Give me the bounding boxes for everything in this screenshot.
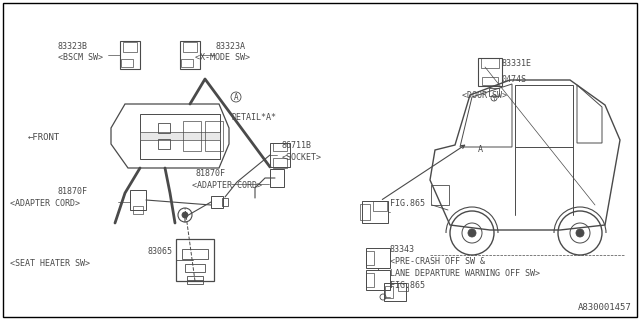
- Text: 86711B: 86711B: [282, 141, 312, 150]
- Bar: [360, 204, 370, 220]
- Bar: [205, 121, 223, 151]
- Text: <X-MODE SW>: <X-MODE SW>: [195, 53, 250, 62]
- Bar: [130, 190, 146, 210]
- Bar: [184, 264, 205, 272]
- Text: 81870F: 81870F: [196, 169, 226, 178]
- Bar: [398, 283, 408, 291]
- Bar: [121, 59, 133, 67]
- Text: FIG.865: FIG.865: [390, 199, 425, 208]
- Text: 81870F: 81870F: [58, 187, 88, 196]
- Bar: [182, 249, 208, 259]
- Bar: [489, 88, 499, 96]
- Text: 83343: 83343: [390, 245, 415, 254]
- Text: <SOCKET>: <SOCKET>: [282, 153, 322, 162]
- Bar: [120, 41, 140, 69]
- Text: ←FRONT: ←FRONT: [28, 133, 60, 142]
- Text: 0474S: 0474S: [502, 75, 527, 84]
- Bar: [181, 59, 193, 67]
- Bar: [222, 198, 228, 206]
- Bar: [273, 158, 287, 168]
- Bar: [384, 283, 406, 301]
- Circle shape: [468, 229, 476, 237]
- Bar: [366, 251, 374, 265]
- Text: LANE DEPARTURE WARNING OFF SW>: LANE DEPARTURE WARNING OFF SW>: [390, 269, 540, 278]
- Text: <DOOR SW>: <DOOR SW>: [462, 91, 507, 100]
- Bar: [273, 143, 287, 151]
- Bar: [140, 114, 220, 158]
- Bar: [481, 58, 499, 68]
- Bar: [431, 185, 449, 205]
- Text: A: A: [477, 146, 483, 155]
- Bar: [366, 248, 390, 268]
- Bar: [133, 206, 143, 214]
- Text: A: A: [234, 92, 238, 101]
- Bar: [176, 239, 214, 281]
- Bar: [366, 270, 390, 290]
- Bar: [362, 201, 388, 223]
- Bar: [183, 121, 201, 151]
- Circle shape: [576, 229, 584, 237]
- Text: <SEAT HEATER SW>: <SEAT HEATER SW>: [10, 259, 90, 268]
- Circle shape: [182, 212, 188, 218]
- Text: DETAIL*A*: DETAIL*A*: [232, 113, 277, 122]
- Text: 83331E: 83331E: [502, 59, 532, 68]
- Text: A830001457: A830001457: [579, 303, 632, 312]
- Bar: [123, 42, 137, 52]
- Bar: [180, 41, 200, 69]
- Bar: [211, 196, 223, 208]
- Text: <ADAPTER CORD>: <ADAPTER CORD>: [192, 181, 262, 190]
- Text: FIG.865: FIG.865: [390, 281, 425, 290]
- Bar: [270, 143, 290, 167]
- Bar: [366, 273, 374, 287]
- Bar: [482, 77, 498, 85]
- Text: <ADAPTER CORD>: <ADAPTER CORD>: [10, 199, 80, 208]
- Bar: [158, 139, 170, 149]
- Bar: [140, 132, 220, 140]
- Bar: [183, 42, 197, 52]
- Bar: [158, 123, 170, 133]
- Bar: [385, 286, 393, 298]
- Text: <BSCM SW>: <BSCM SW>: [58, 53, 103, 62]
- Text: 83323A: 83323A: [215, 42, 245, 51]
- Text: 83323B: 83323B: [58, 42, 88, 51]
- Text: <PRE-CRASH OFF SW &: <PRE-CRASH OFF SW &: [390, 257, 485, 266]
- Bar: [188, 276, 203, 284]
- Bar: [478, 58, 502, 86]
- Bar: [373, 201, 387, 211]
- Text: 83065: 83065: [148, 247, 173, 256]
- Bar: [270, 169, 284, 187]
